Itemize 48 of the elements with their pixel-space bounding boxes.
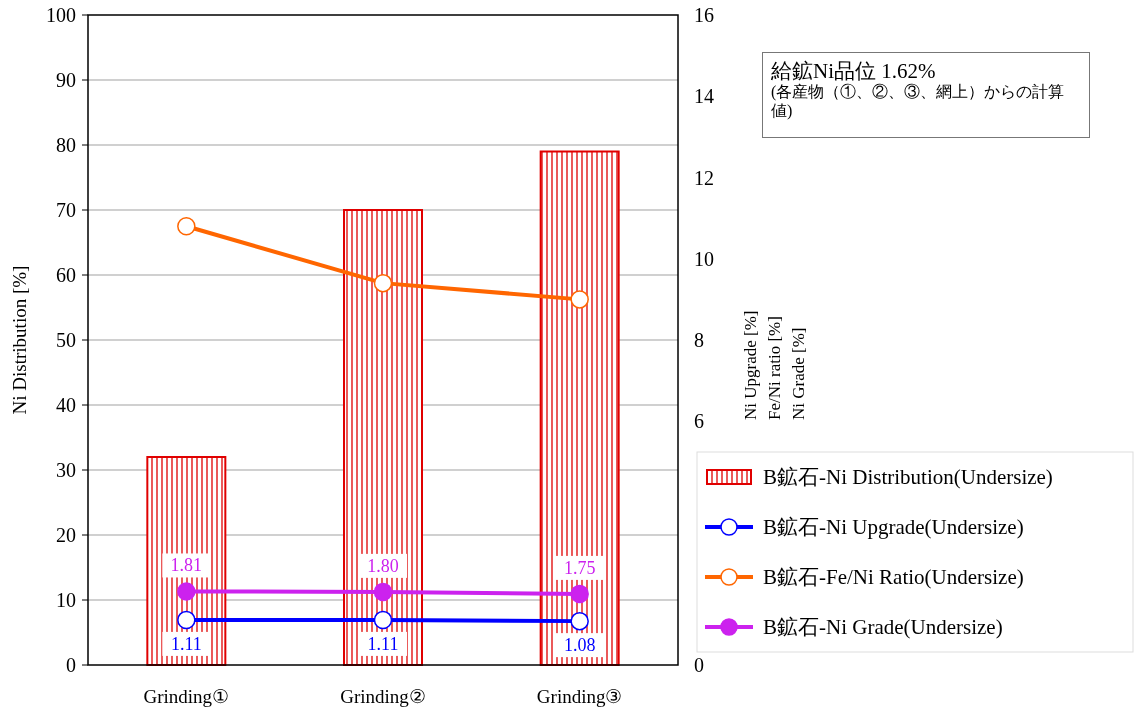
data-label: 1.80 [367,555,399,576]
x-tick-label: Grinding③ [536,686,623,707]
y2-tick-label: 12 [694,166,714,189]
point [570,611,589,631]
text: Ni Upgrade [%] [741,310,760,420]
bar [343,209,423,666]
point [570,290,589,309]
y-axis-title: Ni Distribution [%] [9,265,30,415]
y-tick-label: 80 [56,134,76,156]
y2-tick-label: 10 [694,247,714,270]
y-tick-label: 60 [56,264,76,286]
data-label: 1.11 [367,633,399,654]
text: (各産物（①、②、③、網上）からの計算値) [771,83,1066,120]
y-tick-label: 100 [46,4,76,26]
y-tick-label: 40 [56,394,76,416]
text: Fe/Ni ratio [%] [765,316,784,420]
y-tick-label: 70 [56,199,76,221]
y2-tick-label: 0 [694,654,704,676]
y-tick-label: 30 [56,459,76,481]
legend-label: B鉱石-Ni Grade(Undersize) [763,615,1003,639]
data-label: 1.81 [170,555,203,576]
y2-tick-label: 14 [694,85,714,108]
point [373,610,393,630]
legend-label: B鉱石-Fe/Ni Ratio(Undersize) [763,565,1024,589]
text: 給鉱Ni品位 1.62% [771,59,937,83]
point [177,582,196,601]
x-tick-label: Grinding② [340,686,426,707]
y2-tick-label: 16 [694,4,714,26]
data-label: 1.75 [563,557,596,578]
y-tick-label: 20 [56,524,76,546]
legend-label: B鉱石-Ni Upgrade(Undersize) [763,515,1024,539]
y-tick-label: 10 [56,589,76,611]
bar [539,150,620,666]
point [177,610,196,630]
point [570,584,589,604]
x-tick-label: Grinding① [143,686,230,707]
point [373,582,393,602]
y-tick-label: 0 [66,654,76,676]
y2-tick-label: 8 [694,329,704,351]
y2-tick-label: 6 [694,410,704,433]
y-tick-label: 50 [56,329,76,351]
data-label: 1.11 [170,633,202,654]
point [373,273,393,293]
data-label: 1.08 [563,635,596,656]
legend-label: B鉱石-Ni Distribution(Undersize) [763,465,1053,489]
y-tick-label: 90 [56,69,76,91]
point [177,217,196,236]
text: Ni Grade [%] [789,327,808,420]
